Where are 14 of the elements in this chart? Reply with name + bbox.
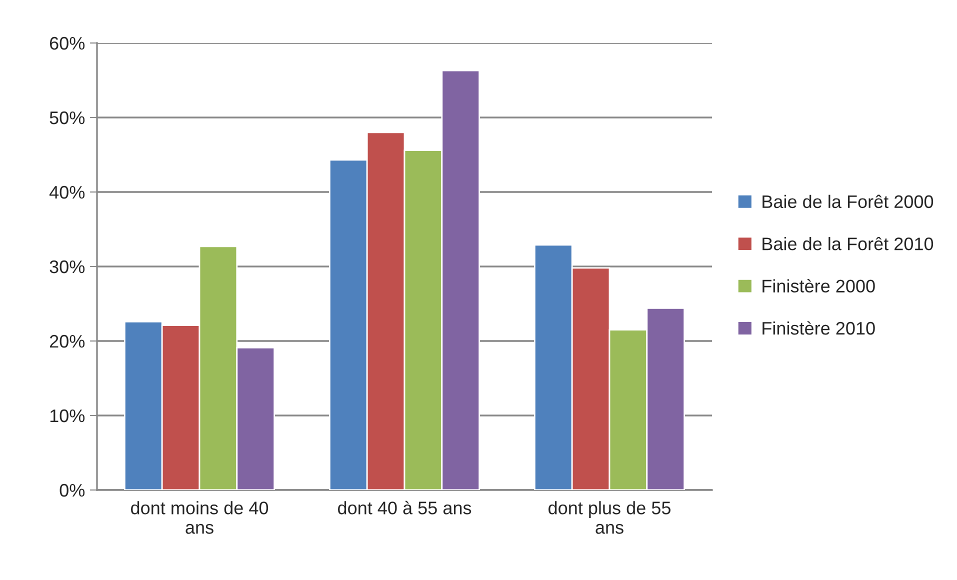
legend-label: Baie de la Forêt 2010: [762, 236, 934, 250]
y-tick-label: 40%: [49, 186, 85, 199]
x-tick-label: dont plus de 55 ans: [548, 501, 670, 534]
legend-label: Finistère 2010: [762, 321, 875, 335]
y-tick-label: 50%: [50, 111, 85, 124]
y-tick-label: 20%: [50, 334, 85, 348]
x-tick-label: dont moins de 40 ans: [131, 501, 268, 534]
y-tick-label: 30%: [50, 260, 85, 274]
x-tick-label: dont 40 à 55 ans: [338, 500, 472, 514]
legend-label: Finistère 2000: [762, 279, 875, 292]
y-tick-label: 10%: [50, 409, 85, 422]
y-tick-label: 60%: [50, 36, 85, 50]
y-tick-label: 0%: [60, 484, 85, 497]
legend-label: Baie de la Forêt 2000: [762, 194, 934, 208]
